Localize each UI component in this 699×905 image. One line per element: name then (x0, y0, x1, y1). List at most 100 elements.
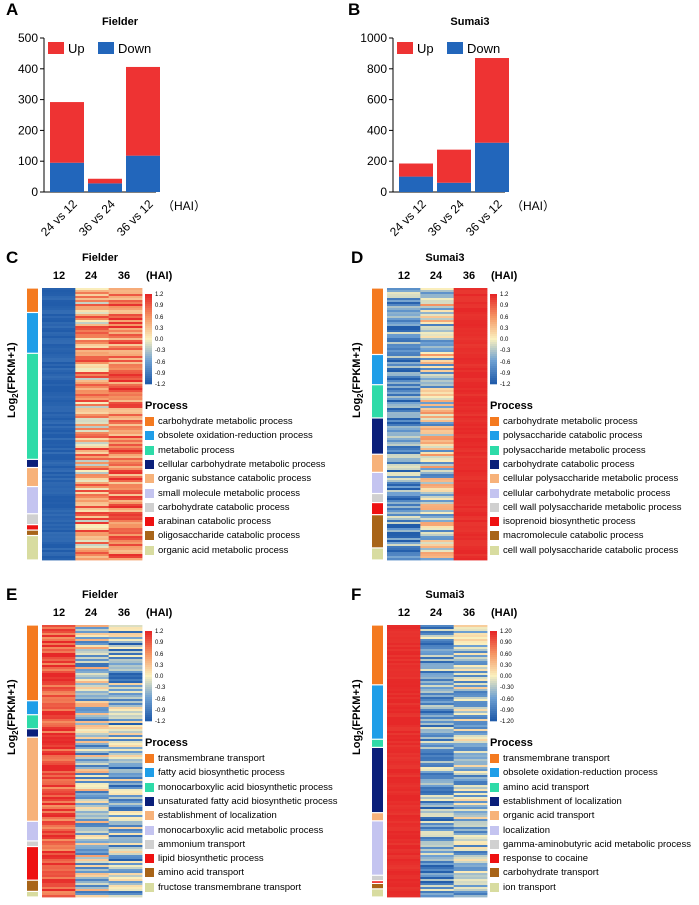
heatmap-cell (387, 885, 421, 888)
colorbar-step (145, 695, 152, 698)
heatmap-cell (42, 747, 76, 750)
heatmap-cell (108, 496, 143, 499)
heatmap-cell (420, 727, 455, 730)
heatmap-cell (75, 757, 110, 760)
heatmap-cell (387, 348, 421, 351)
heatmap-cell (387, 406, 421, 409)
heatmap-cell (75, 893, 110, 896)
heatmap-cell (108, 725, 143, 728)
heatmap-cell (75, 881, 110, 884)
process-legend-item: carbohydrate transport (490, 867, 599, 878)
heatmap-cell (420, 296, 455, 299)
heatmap-cell (387, 424, 421, 427)
heatmap-cell (108, 653, 143, 656)
heatmap-cell (42, 442, 76, 445)
heatmap-cell (75, 637, 110, 640)
heatmap-cell (387, 655, 421, 658)
colorbar-step (145, 320, 152, 323)
colorbar-step (490, 374, 497, 377)
process-legend-item: cellular carbohydrate metabolic process (490, 488, 670, 499)
heatmap-cell (42, 633, 76, 636)
heatmap-cell (453, 883, 488, 886)
heatmap-cell (42, 366, 76, 369)
process-bar-segment (372, 288, 383, 354)
heatmap-cell (387, 781, 421, 784)
heatmap-cell (387, 785, 421, 788)
heatmap-cell (420, 472, 455, 475)
heatmap-cell (108, 657, 143, 660)
heatmap-cell (108, 492, 143, 495)
colorbar-step (490, 677, 497, 680)
process-label: cellular polysaccharide metabolic proces… (503, 473, 679, 485)
process-legend-item: obsolete oxidation-reduction process (145, 430, 313, 441)
heatmap-cell (420, 679, 455, 682)
heatmap-cell (453, 665, 488, 668)
heatmap-cell (387, 366, 421, 369)
heatmap-cell (75, 793, 110, 796)
heatmap-cell (42, 887, 76, 890)
heatmap-cell (108, 420, 143, 423)
heatmap-cell (42, 833, 76, 836)
heatmap-cell (108, 374, 143, 377)
heatmap-cell (75, 390, 110, 393)
heatmap-cell (453, 420, 488, 423)
heatmap-cell (387, 360, 421, 363)
heatmap-cell (453, 807, 488, 810)
heatmap-cell (108, 805, 143, 808)
colorbar-step (145, 705, 152, 708)
colorbar-tick-label: -0.60 (500, 696, 514, 703)
process-color-swatch (490, 811, 499, 821)
x-tick-label: 24 vs 12 (387, 197, 429, 239)
heatmap-cell (75, 364, 110, 367)
heatmap-cell (108, 813, 143, 816)
heatmap-cell (108, 697, 143, 700)
heatmap-cell (453, 693, 488, 696)
heatmap-cell (453, 318, 488, 321)
heatmap-cell (453, 388, 488, 391)
heatmap-cell (387, 468, 421, 471)
heatmap-cell (75, 342, 110, 345)
heatmap-cell (108, 542, 143, 545)
heatmap-cell (453, 422, 488, 425)
heatmap-cell (42, 631, 76, 634)
heatmap-cell (108, 719, 143, 722)
heatmap-cell (453, 424, 488, 427)
process-bar-segment (372, 875, 383, 881)
heatmap-cell (420, 346, 455, 349)
heatmap-cell (75, 841, 110, 844)
heatmap-cell (420, 504, 455, 507)
process-legend-item: transmembrane transport (145, 753, 265, 764)
heatmap-cell (453, 757, 488, 760)
heatmap-cell (108, 835, 143, 838)
heatmap-cell (453, 458, 488, 461)
heatmap-cell (75, 330, 110, 333)
process-legend-item: cellular carbohydrate metabolic process (145, 459, 325, 470)
heatmap-cell (453, 675, 488, 678)
heatmap-cell (108, 699, 143, 702)
heatmap-cell (42, 731, 76, 734)
heatmap-cell (75, 831, 110, 834)
heatmap-cell (75, 821, 110, 824)
heatmap-cell (42, 516, 76, 519)
heatmap-cell (453, 296, 488, 299)
panel-letter-a: A (6, 0, 19, 19)
heatmap-cell (108, 647, 143, 650)
colorbar-step (490, 685, 497, 688)
heatmap-cell (420, 805, 455, 808)
heatmap-cell (453, 631, 488, 634)
y-tick-label: 400 (367, 123, 387, 137)
heatmap-cell (420, 556, 455, 559)
colorbar-step (145, 334, 152, 337)
heatmap-cell (75, 641, 110, 644)
heatmap-cell (420, 705, 455, 708)
heatmap-cell (42, 721, 76, 724)
heatmap-cell (42, 336, 76, 339)
colorbar-step (490, 653, 497, 656)
heatmap-cell (42, 841, 76, 844)
heatmap-cell (108, 460, 143, 463)
heatmap-cell (387, 867, 421, 870)
heatmap-cell (108, 761, 143, 764)
heatmap-cell (387, 550, 421, 553)
heatmap-cell (387, 737, 421, 740)
heatmap-cell (75, 510, 110, 513)
